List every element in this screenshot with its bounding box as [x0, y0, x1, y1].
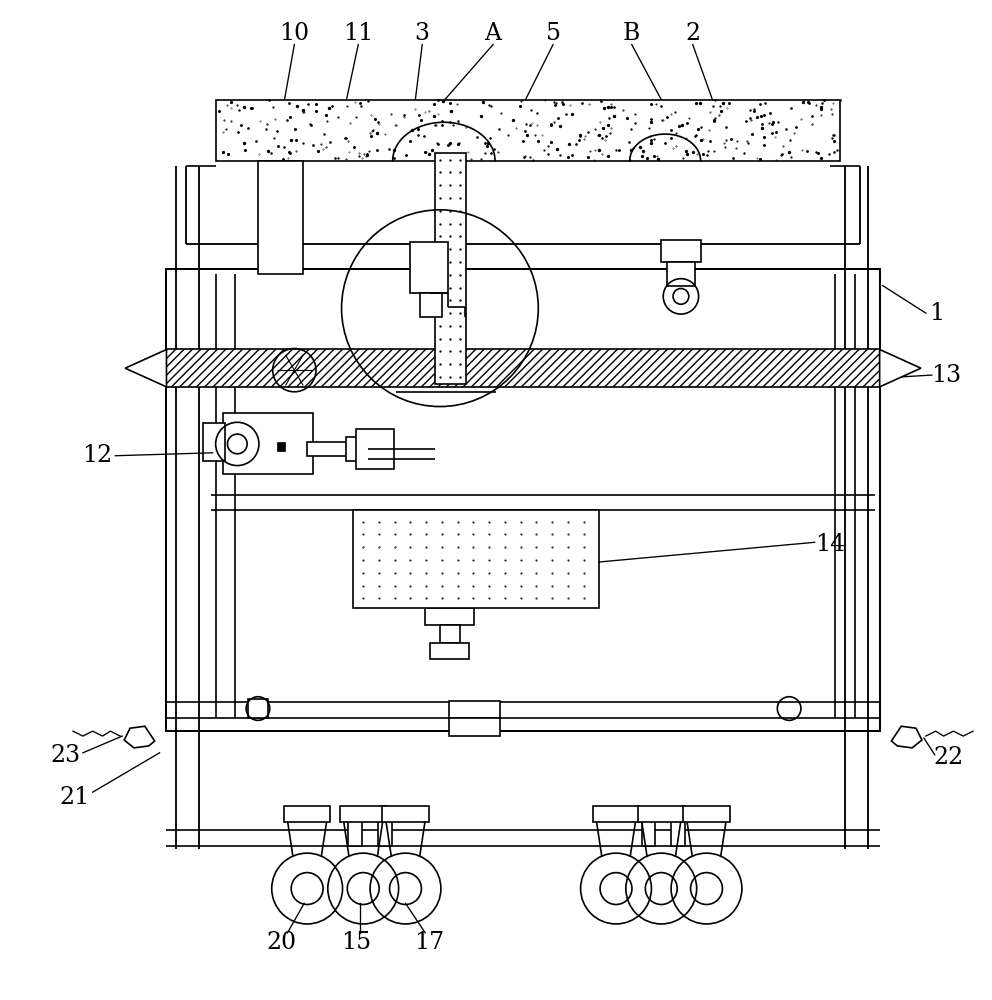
- Bar: [638, 806, 684, 822]
- Text: 3: 3: [415, 22, 430, 45]
- Text: 12: 12: [82, 444, 113, 467]
- Bar: [448, 718, 500, 736]
- Bar: [683, 806, 729, 822]
- Text: 22: 22: [933, 746, 963, 769]
- Text: 11: 11: [343, 22, 373, 45]
- Text: 17: 17: [414, 931, 444, 954]
- Bar: [383, 806, 429, 822]
- Text: 23: 23: [50, 744, 80, 767]
- Bar: [642, 819, 656, 846]
- Bar: [348, 819, 362, 846]
- Bar: [215, 100, 840, 161]
- Bar: [672, 819, 684, 846]
- Text: 13: 13: [931, 364, 961, 387]
- Bar: [203, 423, 224, 461]
- Text: A: A: [484, 22, 502, 45]
- Polygon shape: [880, 349, 921, 387]
- Bar: [222, 413, 313, 474]
- Text: 2: 2: [685, 22, 700, 45]
- Polygon shape: [125, 349, 167, 387]
- Text: 14: 14: [815, 533, 845, 556]
- Bar: [167, 349, 880, 387]
- Bar: [308, 442, 350, 456]
- Bar: [277, 442, 286, 451]
- Bar: [593, 806, 639, 822]
- Bar: [411, 242, 447, 293]
- Bar: [662, 240, 700, 262]
- Text: 10: 10: [280, 22, 310, 45]
- Bar: [421, 293, 441, 317]
- Bar: [284, 806, 330, 822]
- Text: B: B: [623, 22, 641, 45]
- Text: 15: 15: [341, 931, 371, 954]
- Polygon shape: [892, 726, 922, 748]
- Bar: [668, 262, 694, 286]
- Bar: [435, 153, 466, 384]
- Bar: [340, 806, 386, 822]
- Bar: [353, 510, 599, 608]
- Text: 1: 1: [930, 302, 944, 325]
- Text: 20: 20: [267, 931, 297, 954]
- Text: 5: 5: [546, 22, 560, 45]
- Bar: [448, 701, 500, 718]
- Bar: [167, 269, 880, 731]
- Text: 21: 21: [60, 786, 90, 809]
- Bar: [258, 161, 304, 274]
- Bar: [431, 643, 469, 659]
- Bar: [356, 429, 394, 469]
- Bar: [248, 699, 268, 718]
- Bar: [426, 608, 474, 625]
- Polygon shape: [124, 726, 155, 748]
- Bar: [439, 625, 459, 643]
- Bar: [346, 437, 362, 461]
- Bar: [378, 819, 392, 846]
